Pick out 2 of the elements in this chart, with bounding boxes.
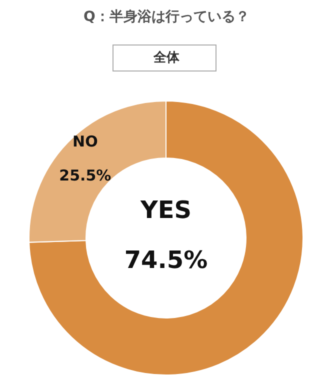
subtitle: 全体 bbox=[154, 50, 180, 66]
title: Q：半身浴は行っている？ bbox=[84, 9, 250, 25]
